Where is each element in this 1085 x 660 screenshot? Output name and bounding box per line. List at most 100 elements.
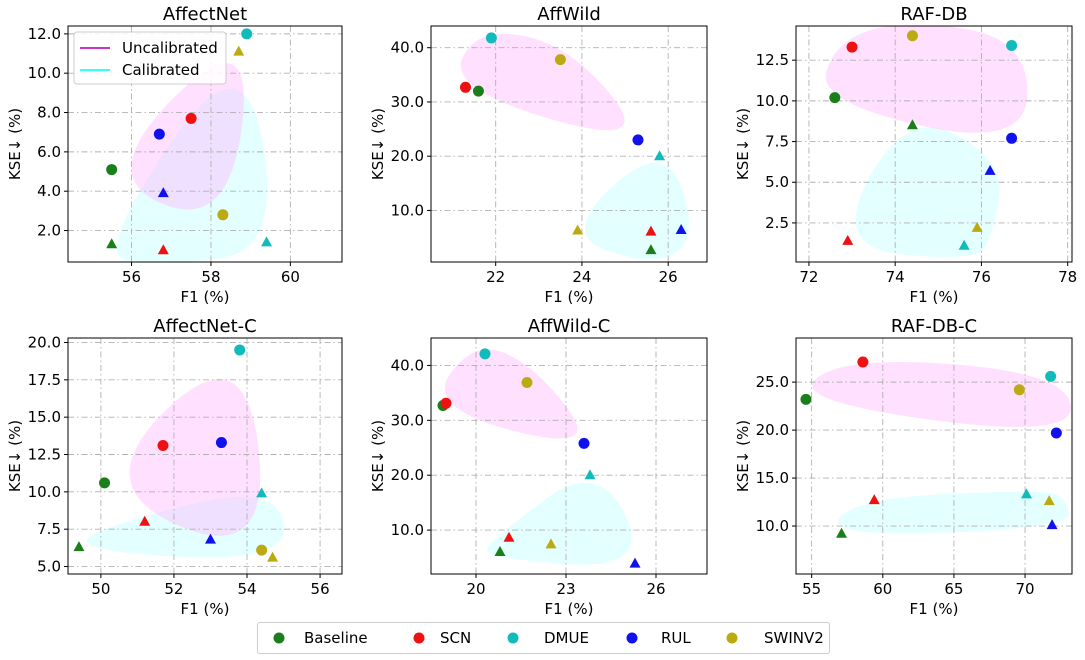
affwild-calibrated-point-baseline <box>645 244 657 255</box>
affwild-c-axes-frame <box>430 337 708 575</box>
affectnet-c-xtick-label: 54 <box>237 580 256 598</box>
affectnet-c-ytick-label: 10.0 <box>28 483 61 501</box>
affectnet-uncalibrated-point-swinv2 <box>217 209 229 221</box>
affwild-c-ytick-label: 30.0 <box>391 411 424 429</box>
raf-db-c-calibrated-point-baseline <box>836 527 848 538</box>
raf-db-c-calibrated-region <box>838 491 1069 534</box>
figure: 56 58 60 2.0 4.0 6.0 8.0 10.0 12.0 AffectNet F1 (%… <box>6 4 1077 618</box>
affectnet-title: AffectNet <box>163 4 247 25</box>
affwild-uncalibrated-point-baseline <box>472 85 484 97</box>
affectnet-ytick-label: 6.0 <box>37 143 61 161</box>
affectnet-regions <box>116 63 268 262</box>
affwild-c-xtick-label: 26 <box>646 580 665 598</box>
raf-db-c-axes-frame <box>795 337 1073 575</box>
raf-db-c-xtick-label: 60 <box>873 580 892 598</box>
raf-db-xtick-label: 72 <box>799 268 818 286</box>
raf-db-ytick-label: 5.0 <box>765 173 789 191</box>
panel-affectnet-c: 50 52 54 56 5.0 7.5 10.0 12.5 15.0 17.5 20.0 Affect… <box>6 316 343 618</box>
raf-db-ylabel: KSE↓ (%) <box>734 108 752 180</box>
method-legend: Baseline SCN DMUE RUL SWINV2 <box>257 622 830 654</box>
affectnet-ytick-label: 4.0 <box>37 182 61 200</box>
affwild-xlabel: F1 (%) <box>545 288 594 306</box>
affectnet-calibrated-region <box>116 88 268 262</box>
affectnet-ytick-label: 12.0 <box>28 25 61 43</box>
panel-affectnet: 56 58 60 2.0 4.0 6.0 8.0 10.0 12.0 AffectNet F1 (%… <box>6 4 343 306</box>
affectnet-c-title: AffectNet-C <box>153 316 256 337</box>
raf-db-xtick-label: 76 <box>972 268 991 286</box>
affwild-ylabel: KSE↓ (%) <box>369 108 387 180</box>
raf-db-uncalibrated-point-baseline <box>829 92 841 104</box>
raf-db-c-ytick-label: 10.0 <box>756 517 789 535</box>
raf-db-c-uncalibrated-point-rul <box>1050 427 1062 439</box>
affectnet-xtick-label: 60 <box>281 268 300 286</box>
raf-db-calibrated-point-scn <box>842 234 854 245</box>
affectnet-calibrated-point-baseline <box>106 238 118 249</box>
affectnet-c-ytick-label: 17.5 <box>28 371 61 389</box>
affwild-xtick-label: 22 <box>486 268 505 286</box>
affectnet-axes-frame <box>67 25 343 263</box>
panel-raf-db-c: 55 60 65 70 10.0 15.0 20.0 25.0 RAF-DB-C F1 (%) KS… <box>734 316 1073 618</box>
affectnet-c-xlabel: F1 (%) <box>181 600 230 618</box>
affectnet-c-calibrated-point-rul <box>204 533 216 544</box>
affectnet-c-uncalibrated-region <box>129 379 261 536</box>
raf-db-calibrated-point-swinv2 <box>971 221 983 232</box>
affwild-ytick-label: 40.0 <box>391 39 424 57</box>
raf-db-c-regions <box>812 362 1071 534</box>
affectnet-c-uncalibrated-point-scn <box>157 440 169 452</box>
affwild-c-ytick-label: 10.0 <box>391 521 424 539</box>
affectnet-ytick-label: 8.0 <box>37 104 61 122</box>
affectnet-xtick-label: 58 <box>201 268 220 286</box>
affwild-ytick-label: 30.0 <box>391 93 424 111</box>
affwild-c-uncalibrated-point-rul <box>578 437 590 449</box>
affectnet-c-ytick-label: 7.5 <box>37 520 61 538</box>
affwild-c-xlabel: F1 (%) <box>545 600 594 618</box>
affectnet-c-xtick-label: 50 <box>91 580 110 598</box>
inset-legend-label-calibrated: Calibrated <box>122 61 200 79</box>
raf-db-calibrated-point-baseline <box>906 119 918 130</box>
affectnet-c-regions <box>86 379 284 558</box>
affwild-c-uncalibrated-point-swinv2 <box>521 376 533 388</box>
affectnet-xtick-label: 56 <box>122 268 141 286</box>
raf-db-c-uncalibrated-point-swinv2 <box>1013 384 1025 396</box>
raf-db-c-uncalibrated-point-dmue <box>1045 370 1057 382</box>
affwild-c-xtick-label: 20 <box>466 580 485 598</box>
raf-db-c-xtick-label: 70 <box>1016 580 1035 598</box>
affwild-xtick-label: 24 <box>572 268 591 286</box>
raf-db-c-title: RAF-DB-C <box>891 316 977 337</box>
affectnet-c-calibrated-region <box>86 496 284 558</box>
affectnet-ytick-label: 10.0 <box>28 64 61 82</box>
raf-db-uncalibrated-point-scn <box>846 41 858 53</box>
raf-db-ytick-label: 10.0 <box>756 92 789 110</box>
affectnet-c-ytick-label: 20.0 <box>28 333 61 351</box>
affectnet-c-ytick-label: 12.5 <box>28 446 61 464</box>
affectnet-ytick-label: 2.0 <box>37 222 61 240</box>
raf-db-c-calibrated-point-swinv2 <box>1043 495 1055 506</box>
panel-affwild: 22 24 26 10.0 20.0 30.0 40.0 AffWild F1 (%) KSE↓ … <box>369 4 708 306</box>
raf-db-calibrated-region <box>855 127 1000 257</box>
affwild-c-regions <box>444 349 632 565</box>
affwild-c-calibrated-point-scn <box>503 531 515 542</box>
raf-db-c-uncalibrated-point-baseline <box>800 393 812 405</box>
affectnet-c-uncalibrated-point-rul <box>215 437 227 449</box>
raf-db-c-calibrated-point-dmue <box>1020 488 1032 499</box>
affectnet-uncalibrated-region <box>131 63 244 210</box>
raf-db-c-xlabel: F1 (%) <box>910 600 959 618</box>
affectnet-ylabel: KSE↓ (%) <box>6 108 24 180</box>
affwild-c-calibrated-point-rul <box>629 557 641 568</box>
affectnet-c-calibrated-point-scn <box>139 515 151 526</box>
raf-db-c-xtick-label: 55 <box>802 580 821 598</box>
raf-db-c-ytick-label: 25.0 <box>756 373 789 391</box>
affectnet-c-uncalibrated-point-baseline <box>99 477 111 489</box>
legend-label-rul: RUL <box>661 629 691 647</box>
inset-legend-frame <box>73 31 227 85</box>
affwild-c-ytick-label: 40.0 <box>391 356 424 374</box>
affectnet-uncalibrated-point-dmue <box>241 28 253 40</box>
affectnet-c-ytick-label: 15.0 <box>28 408 61 426</box>
raf-db-calibrated-point-rul <box>984 164 996 175</box>
raf-db-xtick-label: 74 <box>886 268 905 286</box>
raf-db-c-calibrated-point-rul <box>1046 519 1058 530</box>
affectnet-calibrated-point-dmue <box>261 236 273 247</box>
raf-db-c-calibrated-point-scn <box>868 494 880 505</box>
raf-db-c-ylabel: KSE↓ (%) <box>734 420 752 492</box>
affectnet-uncalibrated-point-rul <box>153 128 165 140</box>
